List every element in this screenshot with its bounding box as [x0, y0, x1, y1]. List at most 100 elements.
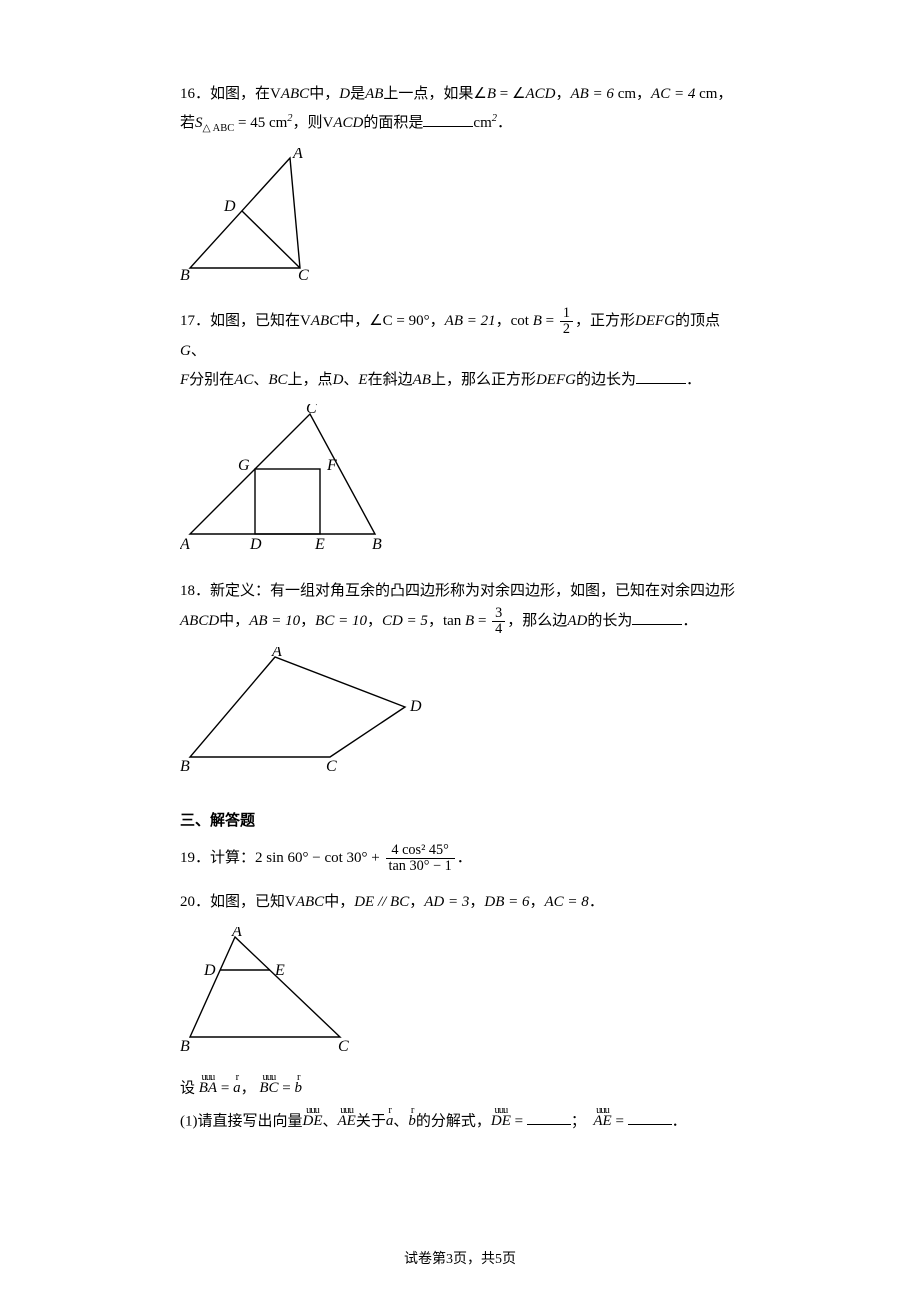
t: ，: [496, 313, 511, 329]
footer-b: 页，共: [453, 1252, 495, 1267]
label-B: B: [180, 758, 190, 775]
label-F: F: [326, 457, 337, 474]
q16-num: 16: [180, 86, 195, 102]
ACD: ACD: [525, 86, 555, 102]
problem-20: 20．如图，已知VABC中，DE // BC，AD = 3，DB = 6，AC …: [180, 888, 740, 1135]
CDeq: CD = 5: [382, 613, 428, 629]
blank-20-ae[interactable]: [628, 1110, 672, 1125]
label-D: D: [409, 698, 422, 715]
t: ．如图，已知在: [195, 313, 300, 329]
eq: =: [496, 86, 512, 102]
t: ，: [717, 86, 732, 102]
svg-17: C A B D E F G: [180, 404, 400, 559]
G: G: [180, 343, 191, 359]
svg-18: A B C D: [180, 647, 430, 777]
B: B: [533, 313, 542, 329]
tri: V: [323, 115, 334, 131]
eq: =: [217, 1080, 233, 1096]
t: 的分解式，: [416, 1113, 491, 1129]
square-DEFG: [255, 469, 320, 534]
blank-18[interactable]: [632, 610, 682, 625]
period: ．: [672, 1113, 687, 1129]
t: ，: [428, 613, 443, 629]
label-B: B: [180, 1038, 190, 1052]
ACD2: ACD: [333, 115, 363, 131]
t: ，: [430, 313, 445, 329]
label-C: C: [306, 404, 317, 417]
label-G: G: [238, 457, 250, 474]
t: ，那么边: [507, 613, 567, 629]
label-A: A: [231, 927, 242, 940]
t: 的顶点: [675, 313, 720, 329]
expr: 2 sin 60° − cot 30° +: [255, 850, 384, 866]
ABeq: AB = 10: [249, 613, 300, 629]
label-C: C: [298, 267, 309, 284]
label-D: D: [249, 536, 262, 553]
q18-num: 18: [180, 583, 195, 599]
AB: AB: [413, 372, 431, 388]
t: 的长为: [587, 613, 632, 629]
period: ．: [682, 613, 697, 629]
vec-a: ra: [233, 1080, 241, 1096]
label-B: B: [372, 536, 382, 553]
q19-num: 19: [180, 850, 195, 866]
blank-20-de[interactable]: [527, 1110, 571, 1125]
vec-DE: uuuDE: [303, 1113, 323, 1129]
label-D: D: [223, 198, 236, 215]
period: ．: [497, 115, 512, 131]
vec-b2: rb: [408, 1113, 416, 1129]
frac-3-4: 34: [492, 606, 505, 637]
t: 、: [191, 343, 206, 359]
problem-17: 17．如图，已知在VABC中，∠C = 90°，AB = 21，cot B = …: [180, 306, 740, 559]
den: tan 30° − 1: [386, 859, 455, 874]
DBeq: DB = 6: [484, 894, 529, 910]
num: 4 cos² 45°: [386, 843, 455, 859]
t: ．如图，已知: [195, 894, 285, 910]
problem-18: 18．新定义：有一组对角互余的凸四边形称为对余四边形，如图，已知在对余四边形 A…: [180, 577, 740, 776]
angle: ∠: [473, 86, 486, 102]
period: ．: [457, 850, 472, 866]
t: ，: [367, 613, 382, 629]
label-A: A: [292, 148, 303, 162]
eq: =: [279, 1080, 295, 1096]
AC: AC: [234, 372, 253, 388]
t: ，正方形: [575, 313, 635, 329]
footer-cur: 3: [446, 1252, 453, 1267]
problem-16: 16．如图，在VABC中，D是AB上一点，如果∠B = ∠ACD，AB = 6 …: [180, 80, 740, 288]
cm: cm: [695, 86, 717, 102]
blank-16[interactable]: [423, 112, 473, 127]
B: B: [487, 86, 496, 102]
ABeq: AB = 6: [570, 86, 613, 102]
eq: =: [612, 1113, 628, 1129]
Ssub: △ ABC: [203, 123, 235, 134]
ABC: ABC: [311, 313, 339, 329]
segment-DC: [242, 211, 300, 268]
DEFG2: DEFG: [536, 372, 576, 388]
section-3-title: 三、解答题: [180, 807, 740, 836]
t: 中，: [339, 313, 369, 329]
q16-abc: ABC: [281, 86, 309, 102]
footer-c: 页: [502, 1252, 516, 1267]
cm: cm: [614, 86, 636, 102]
t: (1)请直接写出向量: [180, 1113, 303, 1129]
label-E: E: [274, 962, 285, 979]
D: D: [339, 86, 350, 102]
t: ，: [469, 894, 484, 910]
t: 设: [180, 1080, 195, 1096]
tri: V: [300, 313, 311, 329]
eq: =: [542, 313, 558, 329]
label-C: C: [326, 758, 337, 775]
t: 、: [253, 372, 268, 388]
D: D: [333, 372, 344, 388]
label-E: E: [314, 536, 325, 553]
ADeq: AD = 3: [424, 894, 469, 910]
label-A: A: [271, 647, 282, 660]
Seq: = 45 cm: [234, 115, 287, 131]
den: 2: [560, 322, 573, 337]
frac-1-2: 12: [560, 306, 573, 337]
blank-17[interactable]: [636, 369, 686, 384]
ACeq: AC = 4: [651, 86, 695, 102]
t: ，: [636, 86, 651, 102]
ABC: ABC: [296, 894, 324, 910]
eq: =: [474, 613, 490, 629]
